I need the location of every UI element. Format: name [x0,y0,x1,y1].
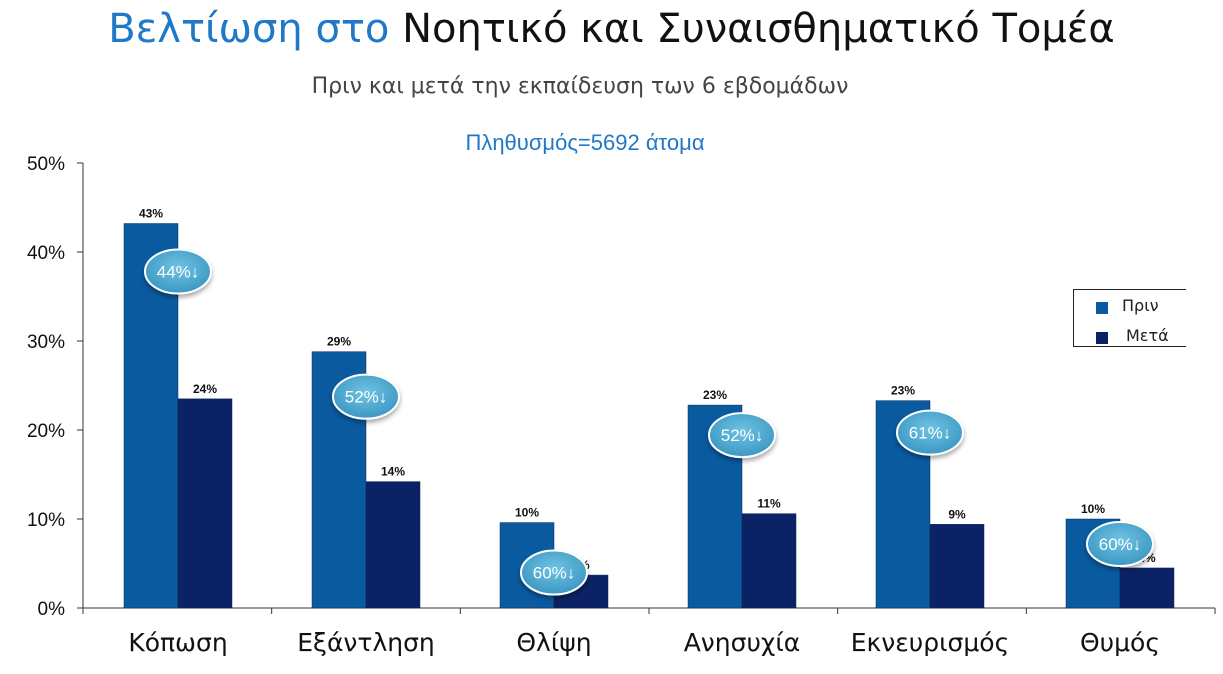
improvement-label: 52%↓ [721,426,764,445]
improvement-label: 60%↓ [1099,535,1142,554]
chart-title: Βελτίωση στο Νοητικό και Συναισθηματικό … [0,6,1223,52]
improvement-bubble [896,409,964,456]
improvement-bubble [332,373,400,420]
data-label: 43% [139,207,163,221]
data-label: 24% [193,382,217,396]
y-tick-label: 0% [38,599,66,620]
data-label: 23% [703,388,727,402]
category-label: Θλίψη [516,628,591,657]
legend-swatch-after [1096,332,1108,344]
bar-after [741,513,797,609]
data-label: 23% [891,384,915,398]
improvement-label: 44%↓ [157,263,200,282]
y-tick-label: 50% [27,154,65,175]
category-label: Εκνευρισμός [851,628,1010,657]
legend-swatch-before [1096,302,1108,314]
improvement-bubble [708,412,776,459]
data-label: 10% [1081,502,1105,516]
y-tick-label: 10% [27,510,65,531]
category-label: Ανησυχία [684,628,801,657]
population-label: Πληθυσμός=5692 άτομα [465,130,705,155]
improvement-bubble [520,549,588,596]
legend-label-after: Μετά [1126,326,1169,345]
improvement-label: 60%↓ [533,564,576,583]
legend: Πριν Μετά [1073,289,1186,347]
data-label: 11% [757,497,781,511]
bar-after [1119,567,1175,609]
y-tick-label: 40% [27,243,65,264]
improvement-label: 52%↓ [345,388,388,407]
data-label: 29% [327,335,351,349]
title-rest: Νοητικό και Συναισθηματικό Τομέα [402,6,1115,52]
category-label: Εξάντληση [297,628,435,657]
category-label: Κόπωση [128,628,227,657]
bar-after [177,398,233,609]
title-accent: Βελτίωση στο [108,6,390,52]
category-label: Θυμός [1080,628,1160,657]
data-label: 9% [948,507,966,521]
improvement-label: 61%↓ [909,424,952,443]
y-tick-label: 20% [27,421,65,442]
data-label: 14% [381,465,405,479]
improvement-bubble [144,248,212,295]
y-tick-label: 30% [27,332,65,353]
bar-after [365,481,421,609]
chart-subtitle: Πριν και μετά την εκπαίδευση των 6 εβδομ… [311,74,849,99]
bar-after [929,524,985,609]
legend-label-before: Πριν [1122,296,1159,315]
data-label: 10% [515,506,539,520]
improvement-bubble [1086,521,1154,567]
